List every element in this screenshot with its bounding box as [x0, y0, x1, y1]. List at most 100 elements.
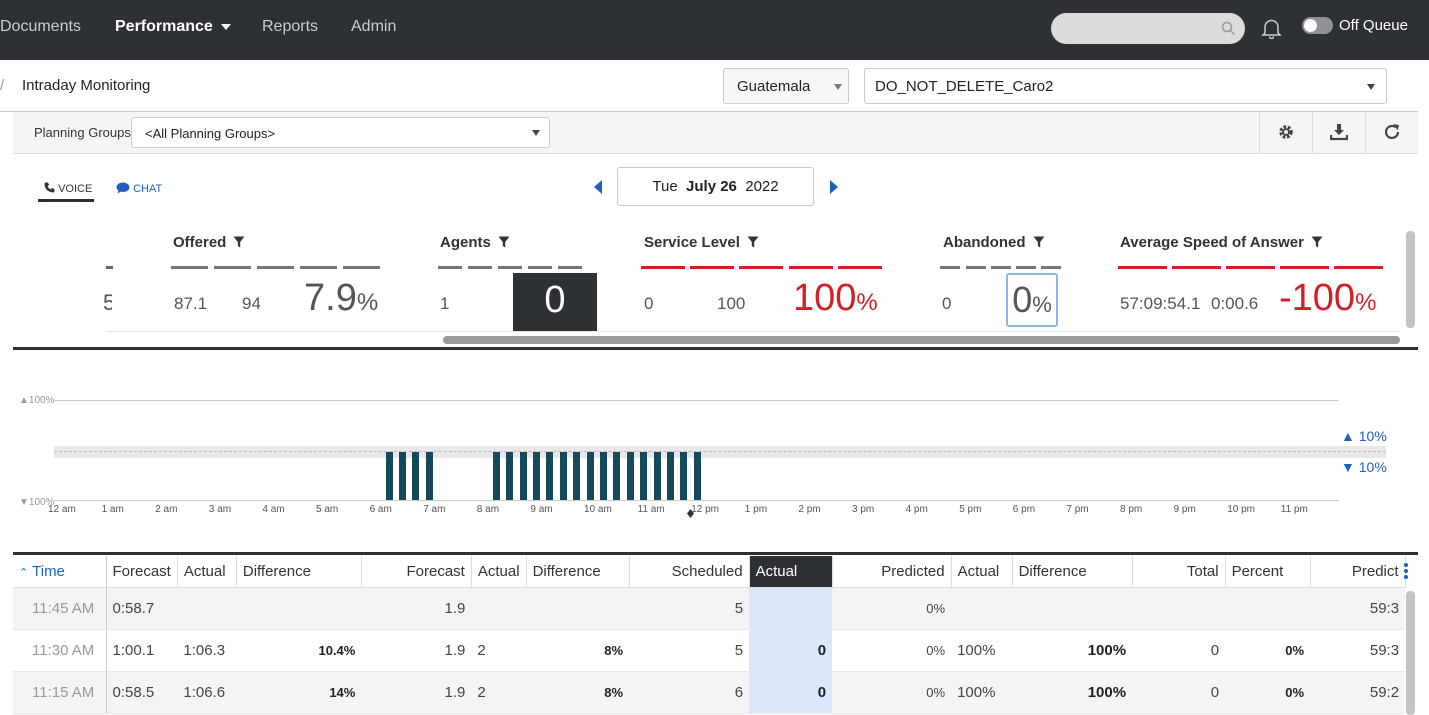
next-day-button[interactable]	[830, 180, 838, 194]
column-header[interactable]: Percent	[1225, 556, 1311, 588]
column-header[interactable]: Predicted	[832, 556, 952, 588]
tab-chat[interactable]: CHAT	[116, 182, 162, 195]
table-cell	[177, 587, 237, 630]
funnel-icon[interactable]	[747, 236, 759, 248]
table-cell	[526, 587, 630, 630]
queue-toggle[interactable]	[1302, 17, 1333, 34]
download-button[interactable]	[1312, 112, 1365, 153]
nav-admin[interactable]: Admin	[351, 18, 397, 35]
column-header[interactable]: Actual	[471, 556, 527, 588]
table-cell: 1.9	[361, 671, 472, 714]
interval-bar[interactable]	[680, 452, 688, 500]
column-header[interactable]: Actual	[951, 556, 1013, 588]
column-header[interactable]: Forecast	[361, 556, 472, 588]
column-header[interactable]: Forecast	[106, 556, 178, 588]
metric-agents[interactable]: Agents	[440, 234, 510, 251]
interval-bar[interactable]	[519, 452, 527, 500]
column-header[interactable]: Actual	[177, 556, 237, 588]
abandoned-percent[interactable]: 0%	[1006, 273, 1058, 327]
metric-asa-title: Average Speed of Answer	[1120, 234, 1304, 251]
metric-average-speed-of-answer[interactable]: Average Speed of Answer	[1120, 234, 1323, 251]
abandoned-percent-unit: %	[1032, 292, 1052, 317]
metric-service-level[interactable]: Service Level	[644, 234, 759, 251]
column-options-icon[interactable]	[1404, 563, 1408, 581]
bell-icon[interactable]	[1261, 17, 1282, 39]
nav-documents[interactable]: Documents	[0, 18, 81, 35]
funnel-icon[interactable]	[233, 236, 245, 248]
column-header-selected[interactable]: Actual	[749, 556, 833, 588]
section-divider	[13, 552, 1418, 555]
table-cell: 8%	[526, 671, 630, 714]
metric-indicator	[438, 266, 462, 269]
interval-bar[interactable]	[425, 452, 433, 500]
column-header[interactable]: Predict	[1310, 556, 1406, 588]
schedule-select[interactable]: DO_NOT_DELETE_Caro2	[864, 68, 1387, 104]
filter-bar: Planning Groups <All Planning Groups>	[13, 112, 1418, 154]
interval-bar[interactable]	[546, 452, 554, 500]
nav-performance[interactable]: Performance	[115, 18, 231, 36]
lower-tolerance-value: 10%	[1358, 459, 1387, 475]
hour-tick-label: 5 am	[316, 504, 339, 515]
agents-actual: 0	[513, 273, 597, 331]
table-cell: 1:06.3	[177, 629, 237, 672]
schedule-select-value: DO_NOT_DELETE_Caro2	[875, 78, 1054, 95]
nav-reports[interactable]: Reports	[262, 18, 319, 35]
interval-bar[interactable]	[559, 452, 567, 500]
interval-bar[interactable]	[506, 452, 514, 500]
search-input[interactable]	[1051, 13, 1245, 44]
interval-bar[interactable]	[412, 452, 420, 500]
location-select[interactable]: Guatemala	[723, 68, 849, 104]
metric-indicator	[528, 266, 552, 269]
metric-indicator	[300, 266, 337, 269]
funnel-icon[interactable]	[1033, 236, 1045, 248]
funnel-icon[interactable]	[498, 236, 510, 248]
hour-tick-label: 8 pm	[1120, 504, 1143, 515]
gear-icon	[1279, 125, 1293, 139]
hour-tick-label: 7 am	[423, 504, 446, 515]
column-header[interactable]: Scheduled	[629, 556, 750, 588]
metric-offered[interactable]: Offered	[173, 234, 245, 251]
column-header-time[interactable]: ⌃ Time	[13, 556, 107, 588]
interval-bar[interactable]	[626, 452, 634, 500]
hour-tick-label: 3 am	[208, 504, 232, 515]
interval-bar[interactable]	[693, 452, 701, 500]
column-header[interactable]: Difference	[1012, 556, 1133, 588]
table-row[interactable]: 11:15 AM 0:58.5 1:06.6 14% 1.9 2 8% 6 0 0% 100% 100…	[13, 671, 1406, 714]
refresh-button[interactable]	[1365, 112, 1418, 153]
date-picker[interactable]: Tue July 26 2022	[617, 167, 814, 206]
tab-voice[interactable]: VOICE	[44, 182, 92, 195]
funnel-icon[interactable]	[1311, 236, 1323, 248]
top-navigation: Documents Performance Reports Admin Off …	[0, 0, 1429, 60]
current-time-marker	[687, 509, 694, 518]
table-row[interactable]: 11:30 AM 1:00.1 1:06.3 10.4% 1.9 2 8% 5 0 0% 100% 1…	[13, 629, 1406, 672]
table-cell: 2	[471, 629, 527, 672]
interval-bar[interactable]	[613, 452, 621, 500]
table-row[interactable]: 11:45 AM 0:58.7 1.9 5 0% 59:3	[13, 587, 1406, 630]
column-header[interactable]: Difference	[526, 556, 630, 588]
interval-bar[interactable]	[600, 452, 607, 500]
interval-bar[interactable]	[653, 452, 661, 500]
interval-bar[interactable]	[399, 452, 406, 500]
previous-day-button[interactable]	[594, 180, 602, 194]
column-header[interactable]: Difference	[236, 556, 362, 588]
interval-bar[interactable]	[385, 452, 393, 500]
planning-groups-select[interactable]: <All Planning Groups>	[131, 117, 550, 148]
table-vertical-scrollbar[interactable]	[1406, 591, 1415, 715]
interval-bar[interactable]	[492, 452, 500, 500]
interval-bar[interactable]	[533, 452, 540, 500]
hour-tick-label: 9 am	[530, 504, 553, 515]
interval-bar[interactable]	[586, 452, 594, 500]
lower-tolerance-label: ▼ 10%	[1341, 459, 1387, 475]
metric-abandoned[interactable]: Abandoned	[943, 234, 1045, 251]
interval-bar[interactable]	[640, 452, 648, 500]
table-cell: 1:06.6	[177, 671, 237, 714]
interval-bar[interactable]	[573, 452, 581, 500]
column-header[interactable]: Total	[1132, 556, 1226, 588]
vertical-scrollbar[interactable]	[1406, 231, 1415, 328]
table-cell: 1.9	[361, 587, 472, 630]
horizontal-scrollbar[interactable]	[443, 336, 1400, 344]
settings-button[interactable]	[1259, 112, 1312, 153]
interval-bar[interactable]	[667, 452, 674, 500]
hour-tick-label: 8 am	[476, 504, 500, 515]
asa-difference-value: -100	[1279, 277, 1356, 319]
